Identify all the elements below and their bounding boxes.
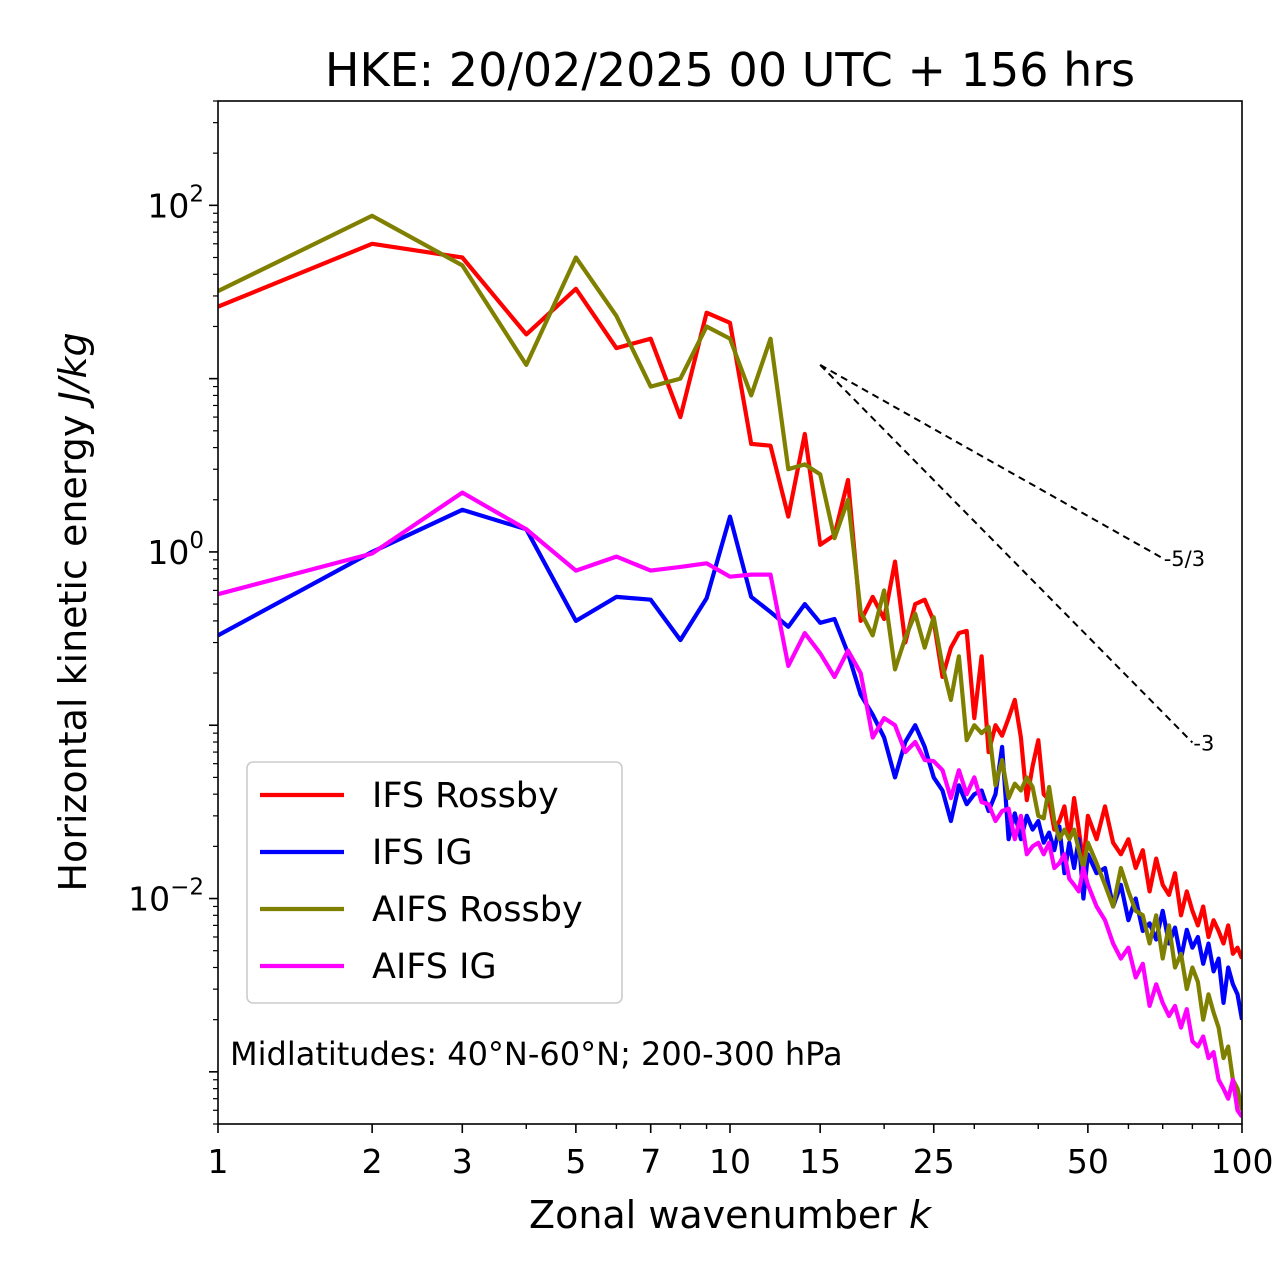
reference-slopes: -5/3 -3 (819, 364, 1214, 755)
x-tick-label: 25 (913, 1142, 955, 1181)
x-axis-label: Zonal wavenumber k (529, 1193, 933, 1237)
legend-label-3: AIFS IG (372, 947, 497, 987)
reference-slope-label-1: -3 (1193, 731, 1214, 755)
legend-label-2: AIFS Rossby (372, 890, 583, 930)
x-tick-label: 5 (565, 1142, 586, 1181)
series-line-3 (218, 490, 1242, 1118)
x-tick-label: 15 (799, 1142, 841, 1181)
reference-slope-label-0: -5/3 (1164, 547, 1205, 571)
y-tick-label: 100 (147, 528, 204, 572)
series-line-0 (218, 241, 1242, 960)
x-tick-label: 50 (1067, 1142, 1109, 1181)
x-axis-label-variable: k (909, 1193, 933, 1237)
series-line-2 (218, 213, 1242, 1111)
x-tick-label: 2 (362, 1142, 383, 1181)
legend-label-0: IFS Rossby (372, 776, 559, 816)
series-line-1 (218, 507, 1242, 1021)
series-layer (218, 213, 1242, 1118)
y-axis-label: Horizontal kinetic energy J/kg (51, 332, 95, 891)
chart-title: HKE: 20/02/2025 00 UTC + 156 hrs (325, 43, 1135, 97)
legend-label-1: IFS IG (372, 833, 473, 873)
legend-box (246, 761, 623, 1004)
x-tick-label: 100 (1211, 1142, 1274, 1181)
x-tick-label: 10 (709, 1142, 751, 1181)
y-tick-label: 102 (147, 181, 204, 225)
x-axis: 1 2 3 5 7 10 15 25 50 100 (208, 1124, 1274, 1181)
legend: IFS Rossby IFS IG AIFS Rossby AIFS IG (246, 761, 623, 1004)
reference-slope-line-0 (819, 364, 1164, 560)
y-axis: 102 100 10−2 (128, 100, 218, 1125)
x-tick-label: 3 (452, 1142, 473, 1181)
reference-slope-line-1 (819, 364, 1194, 744)
y-tick-label: 10−2 (128, 875, 204, 919)
x-tick-label: 7 (640, 1142, 661, 1181)
y-axis-label-text: Horizontal kinetic energy (51, 415, 95, 892)
x-axis-label-text: Zonal wavenumber (529, 1193, 897, 1237)
y-axis-label-unit: J/kg (51, 332, 95, 409)
region-annotation: Midlatitudes: 40°N-60°N; 200-300 hPa (230, 1035, 843, 1073)
x-tick-label: 1 (208, 1142, 229, 1181)
